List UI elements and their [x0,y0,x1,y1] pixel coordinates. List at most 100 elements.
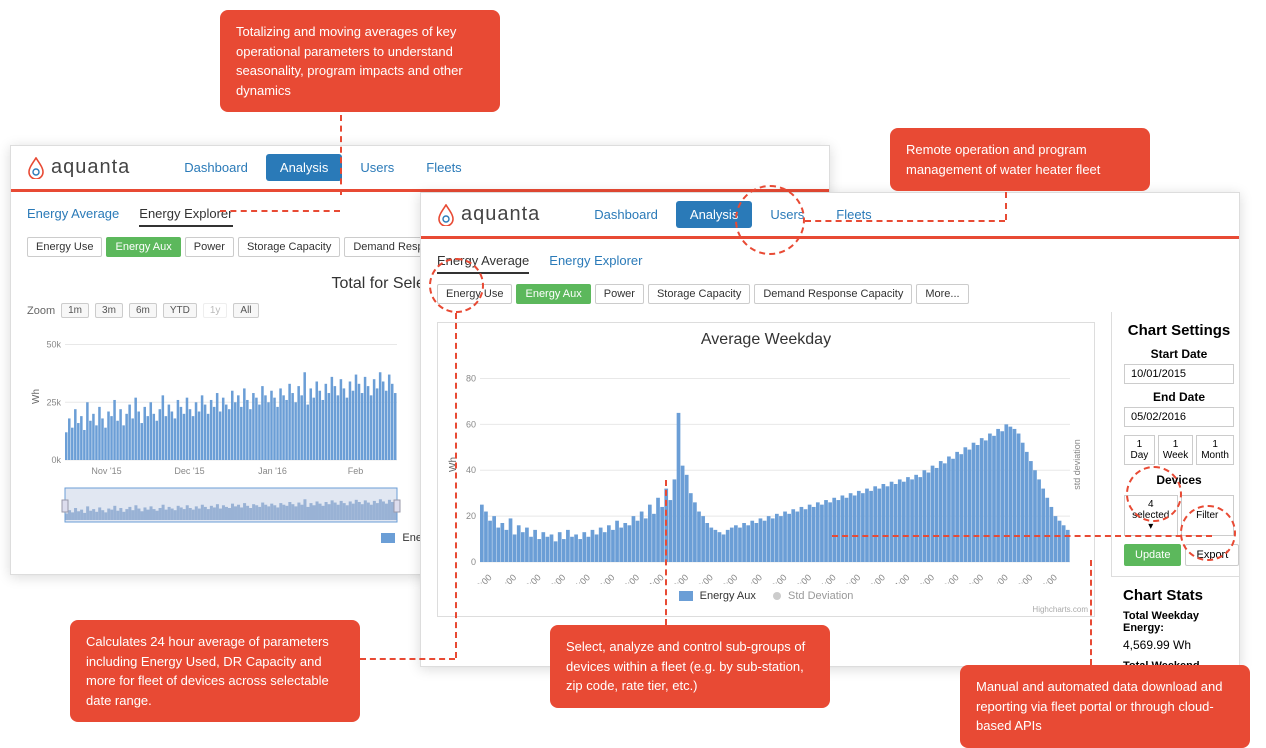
svg-text:02:00: 02:00 [520,572,543,584]
svg-text:13:00: 13:00 [790,572,813,584]
tool-energy-aux[interactable]: Energy Aux [106,237,180,257]
svg-text:12:00: 12:00 [766,572,789,584]
zoom-all[interactable]: All [233,303,258,318]
subnav-energy-explorer[interactable]: Energy Explorer [139,202,232,227]
droplet-icon [27,157,45,179]
nav-analysis[interactable]: Analysis [266,154,342,181]
svg-text:80: 80 [466,373,476,383]
stat-weekday-label: Total Weekday Energy: [1123,610,1234,634]
svg-text:06:00: 06:00 [618,572,641,584]
chart-area: Average Weekday 020406080Wh0:0001:0002:0… [421,312,1111,666]
nav-dashboard[interactable]: Dashboard [580,201,672,228]
svg-text:05:00: 05:00 [594,572,617,584]
nav-dashboard[interactable]: Dashboard [170,154,262,181]
tool-more-[interactable]: More... [916,284,968,304]
tool-energy-aux[interactable]: Energy Aux [516,284,590,304]
filter-button[interactable]: Filter [1181,495,1235,536]
legend-swatch [679,591,693,601]
svg-text:Nov '15: Nov '15 [91,466,121,476]
tool-energy-use[interactable]: Energy Use [27,237,102,257]
tool-storage-capacity[interactable]: Storage Capacity [238,237,340,257]
tool-demand-response-capacity[interactable]: Demand Response Capacity [754,284,912,304]
zoom-ytd[interactable]: YTD [163,303,197,318]
legend-dot [773,592,781,600]
svg-text:25k: 25k [46,397,61,407]
nav-users[interactable]: Users [756,201,818,228]
start-date-label: Start Date [1124,347,1234,361]
svg-text:03:00: 03:00 [544,572,567,584]
chart-navigator [27,486,407,526]
svg-text:23:00: 23:00 [1036,572,1059,584]
end-date-label: End Date [1124,390,1234,404]
devices-select[interactable]: 4 selected ▾ [1124,495,1178,536]
svg-text:17:00: 17:00 [889,572,912,584]
svg-text:21:00: 21:00 [987,572,1010,584]
settings-title: Chart Settings [1124,322,1234,339]
period-1-day[interactable]: 1 Day [1124,435,1155,465]
svg-text:19:00: 19:00 [938,572,961,584]
subnav-energy-average[interactable]: Energy Average [27,202,119,227]
tool-power[interactable]: Power [595,284,644,304]
start-date-input[interactable] [1124,364,1234,384]
export-button[interactable]: Export [1185,544,1239,566]
svg-text:Jan '16: Jan '16 [258,466,287,476]
svg-text:08:00: 08:00 [667,572,690,584]
svg-text:40: 40 [466,465,476,475]
legend-std: Std Deviation [788,590,853,602]
devices-label: Devices [1124,473,1234,487]
svg-text:Wh: Wh [448,457,459,472]
subnav-energy-average[interactable]: Energy Average [437,249,529,274]
tool-energy-use[interactable]: Energy Use [437,284,512,304]
period-1-week[interactable]: 1 Week [1158,435,1193,465]
nav-users[interactable]: Users [346,154,408,181]
zoom-1m[interactable]: 1m [61,303,89,318]
subnav-energy-explorer[interactable]: Energy Explorer [549,249,642,274]
svg-text:11:00: 11:00 [742,572,765,584]
legend-series: Energy Aux [700,590,756,602]
chart-credit: Highcharts.com [1032,605,1088,614]
header: aquanta DashboardAnalysisUsersFleets [11,146,829,192]
header: aquanta DashboardAnalysisUsersFleets [421,193,1239,239]
tool-power[interactable]: Power [185,237,234,257]
nav: DashboardAnalysisUsersFleets [580,201,885,228]
chart-explorer: 0k25k50kWhNov '15Dec '15Jan '16Feb [27,328,407,478]
toolbar: Energy UseEnergy AuxPowerStorage Capacit… [421,280,1239,312]
period-1-month[interactable]: 1 Month [1196,435,1234,465]
svg-text:15:00: 15:00 [839,572,862,584]
subnav: Energy Average Energy Explorer [421,239,1239,280]
svg-text:0: 0 [471,557,476,567]
nav-fleets[interactable]: Fleets [412,154,475,181]
nav: DashboardAnalysisUsersFleets [170,154,475,181]
end-date-input[interactable] [1124,407,1234,427]
chart-stats: Chart Stats Total Weekday Energy: 4,569.… [1111,576,1239,666]
svg-text:04:00: 04:00 [569,572,592,584]
period-row: 1 Day1 Week1 Month [1124,435,1234,465]
svg-text:18:00: 18:00 [913,572,936,584]
svg-text:Wh: Wh [31,389,42,404]
zoom-6m[interactable]: 6m [129,303,157,318]
legend-swatch [381,533,395,543]
callout-bottom-left: Calculates 24 hour average of parameters… [70,620,360,722]
nav-fleets[interactable]: Fleets [822,201,885,228]
droplet-icon [437,204,455,226]
update-button[interactable]: Update [1124,544,1181,566]
svg-text:09:00: 09:00 [692,572,715,584]
tool-storage-capacity[interactable]: Storage Capacity [648,284,750,304]
brand-text: aquanta [51,156,130,179]
legend: Energy Aux Std Deviation [446,584,1086,608]
svg-text:22:00: 22:00 [1012,572,1035,584]
svg-text:60: 60 [466,419,476,429]
svg-text:50k: 50k [46,340,61,350]
zoom-3m[interactable]: 3m [95,303,123,318]
callout-top-right: Remote operation and program management … [890,128,1150,191]
zoom-label: Zoom [27,305,55,317]
svg-text:Dec '15: Dec '15 [174,466,204,476]
svg-text:16:00: 16:00 [864,572,887,584]
chart-weekday: 020406080Wh0:0001:0002:0003:0004:0005:00… [446,359,1086,584]
zoom-1y[interactable]: 1y [203,303,228,318]
logo: aquanta [437,203,540,226]
nav-analysis[interactable]: Analysis [676,201,752,228]
svg-text:0k: 0k [51,455,61,465]
stats-title: Chart Stats [1123,587,1234,604]
svg-text:0:00: 0:00 [474,572,493,584]
